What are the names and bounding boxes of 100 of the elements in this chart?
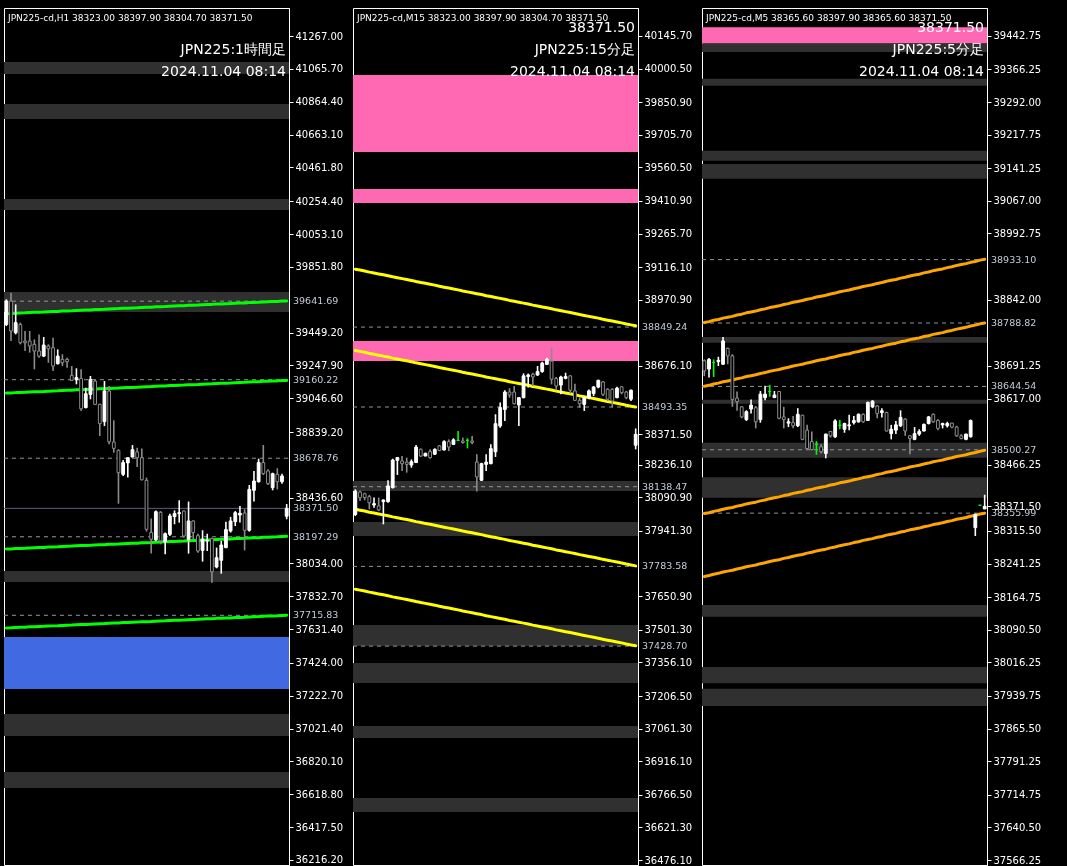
y-tick-label: 37424.00 — [295, 657, 344, 669]
y-tick-label: 38371.50 — [644, 428, 693, 440]
candlestick — [833, 418, 838, 439]
y-tick-label: 38676.10 — [644, 360, 693, 372]
y-tick-label: 39851.80 — [295, 261, 344, 273]
y-tick-label: 40864.40 — [295, 96, 344, 108]
y-tick-label: 38970.90 — [644, 294, 693, 306]
y-tick-label: 40461.80 — [295, 161, 344, 173]
annotation: JPN225:15分足 — [533, 41, 635, 57]
ref-line-label: 37715.83 — [293, 609, 339, 621]
candlestick — [205, 532, 210, 552]
y-tick-label: 38617.00 — [993, 393, 1042, 404]
y-tick-label: 37714.75 — [993, 789, 1042, 801]
ref-line-label: 37428.70 — [642, 640, 688, 652]
y-tick-label: 38842.00 — [993, 294, 1042, 306]
y-tick-label: 39046.60 — [295, 392, 344, 404]
ref-line-label: 39160.22 — [293, 373, 339, 385]
y-tick-label: 37640.50 — [993, 821, 1042, 833]
y-tick-label: 37941.30 — [644, 525, 693, 537]
candlestick — [474, 453, 479, 493]
ref-line-label: 38933.10 — [991, 253, 1037, 265]
y-tick-label: 37222.70 — [295, 690, 344, 702]
y-tick-label: 38090.90 — [644, 491, 693, 503]
ref-line-label: 38849.24 — [642, 321, 688, 333]
y-tick-label: 40053.10 — [295, 228, 344, 240]
y-tick-label: 36621.30 — [644, 821, 693, 833]
ref-line-label: 37783.58 — [642, 560, 688, 572]
y-tick-label: 39292.00 — [993, 96, 1042, 108]
ref-line-label: 38644.54 — [991, 380, 1037, 392]
ref-line-label: 38197.29 — [293, 530, 339, 542]
candlestick — [404, 456, 409, 474]
candlestick — [707, 357, 711, 379]
candlestick — [195, 532, 200, 554]
y-tick-label: 37631.40 — [295, 623, 344, 635]
annotation: 2024.11.04 08:14 — [510, 63, 636, 79]
y-tick-label: 41267.00 — [295, 30, 344, 42]
y-tick-label: 36820.10 — [295, 755, 344, 767]
y-tick-label: 36216.20 — [295, 854, 344, 866]
candlestick — [13, 303, 18, 336]
y-tick-label: 39850.90 — [644, 96, 693, 108]
line-series — [353, 348, 638, 409]
annotation: JPN225:5分足 — [891, 41, 984, 57]
y-tick-label: 37356.10 — [644, 656, 693, 668]
candlestick — [242, 508, 247, 552]
annotation: 2024.11.04 08:14 — [161, 63, 287, 79]
line-series — [702, 511, 987, 578]
y-tick-label: 37865.50 — [993, 723, 1042, 735]
y-tick-label: 37021.40 — [295, 723, 344, 735]
y-tick-label: 37650.90 — [644, 590, 693, 602]
candlestick — [139, 447, 144, 482]
y-tick-label: 39116.10 — [644, 261, 693, 273]
y-tick-label: 37939.75 — [993, 690, 1042, 702]
y-tick-label: 39410.90 — [644, 195, 693, 207]
y-tick-label: 38436.60 — [295, 492, 344, 504]
y-tick-label: 38016.25 — [993, 656, 1042, 668]
candlestick — [200, 529, 205, 563]
y-tick-label: 40145.70 — [644, 30, 693, 42]
line-series — [702, 321, 987, 388]
y-tick-label: 38034.00 — [295, 557, 344, 569]
line-series — [702, 257, 987, 325]
y-tick-label: 38090.50 — [993, 624, 1042, 636]
y-tick-label: 39247.90 — [295, 359, 344, 371]
line-series — [4, 378, 289, 395]
ref-line-label: 38788.82 — [991, 317, 1037, 329]
y-tick-label: 38691.25 — [993, 360, 1042, 372]
y-tick-label: 41065.70 — [295, 63, 344, 75]
ref-line-label: 38493.35 — [642, 401, 688, 412]
candlestick — [549, 346, 554, 386]
candlestick — [610, 387, 615, 409]
candlestick — [795, 407, 800, 428]
candlestick — [186, 500, 191, 555]
y-tick-label: 39366.25 — [993, 63, 1042, 75]
annotation: 2024.11.04 08:14 — [859, 63, 985, 79]
candlestick — [823, 432, 828, 460]
candlestick — [275, 467, 280, 491]
y-tick-label: 39560.50 — [644, 161, 693, 173]
y-tick-label: 39442.75 — [993, 30, 1042, 42]
y-tick-label: 38839.20 — [295, 426, 344, 438]
y-tick-label: 38236.10 — [644, 459, 693, 471]
y-tick-label: 38466.25 — [993, 459, 1042, 471]
y-tick-label: 36766.50 — [644, 789, 693, 801]
candlestick — [32, 338, 37, 371]
y-tick-label: 38992.75 — [993, 227, 1042, 239]
y-tick-label: 36618.80 — [295, 788, 344, 800]
candlestick — [18, 321, 23, 346]
y-tick-label: 39449.20 — [295, 327, 344, 339]
text: JPN225-cd,H1 38323.00 38397.90 38304.70 38371.50 — [7, 13, 253, 23]
candlestick — [27, 330, 32, 354]
annotation: JPN225:1時間足 — [179, 41, 286, 57]
y-tick-label: 37566.25 — [993, 854, 1042, 866]
y-tick-label: 38164.75 — [993, 591, 1042, 603]
y-tick-label: 39067.00 — [993, 195, 1042, 207]
candlestick — [753, 405, 758, 430]
y-tick-label: 40663.10 — [295, 129, 344, 141]
y-tick-label: 37501.30 — [644, 624, 693, 636]
candlestick — [46, 343, 51, 364]
y-tick-label: 40000.50 — [644, 63, 693, 75]
y-tick-label: 36476.10 — [644, 854, 693, 866]
ref-line-label: 38678.76 — [293, 452, 339, 464]
y-tick-label: 37832.70 — [295, 590, 344, 602]
